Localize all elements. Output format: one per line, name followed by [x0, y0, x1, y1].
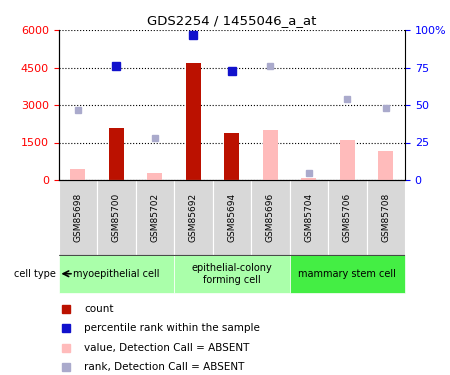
Bar — [135, 180, 174, 255]
Bar — [58, 255, 174, 292]
Bar — [174, 180, 212, 255]
Bar — [97, 180, 135, 255]
Text: percentile rank within the sample: percentile rank within the sample — [84, 323, 260, 333]
Text: GSM85696: GSM85696 — [266, 193, 275, 242]
Text: count: count — [84, 304, 113, 314]
Text: myoepithelial cell: myoepithelial cell — [73, 269, 159, 279]
Bar — [378, 151, 393, 180]
Text: value, Detection Call = ABSENT: value, Detection Call = ABSENT — [84, 343, 249, 353]
Text: GSM85698: GSM85698 — [73, 193, 82, 242]
Bar — [108, 128, 124, 180]
Text: GSM85702: GSM85702 — [150, 193, 159, 242]
Text: mammary stem cell: mammary stem cell — [298, 269, 396, 279]
Bar — [340, 140, 355, 180]
Bar — [301, 178, 316, 180]
Text: rank, Detection Call = ABSENT: rank, Detection Call = ABSENT — [84, 362, 244, 372]
Title: GDS2254 / 1455046_a_at: GDS2254 / 1455046_a_at — [147, 15, 316, 27]
Bar — [224, 132, 239, 180]
Bar — [262, 130, 278, 180]
Text: GSM85706: GSM85706 — [343, 193, 352, 242]
Text: GSM85708: GSM85708 — [381, 193, 390, 242]
Bar — [58, 180, 97, 255]
Text: cell type: cell type — [14, 269, 55, 279]
Bar — [289, 255, 405, 292]
Bar — [366, 180, 405, 255]
Bar — [212, 180, 251, 255]
Bar — [251, 180, 289, 255]
Bar — [70, 169, 86, 180]
Bar — [174, 255, 289, 292]
Text: GSM85692: GSM85692 — [189, 193, 198, 242]
Text: GSM85694: GSM85694 — [227, 193, 236, 242]
Bar — [328, 180, 366, 255]
Bar — [289, 180, 328, 255]
Text: GSM85704: GSM85704 — [304, 193, 313, 242]
Text: epithelial-colony
forming cell: epithelial-colony forming cell — [191, 263, 272, 285]
Text: GSM85700: GSM85700 — [112, 193, 121, 242]
Bar — [147, 173, 162, 180]
Bar — [185, 63, 201, 180]
